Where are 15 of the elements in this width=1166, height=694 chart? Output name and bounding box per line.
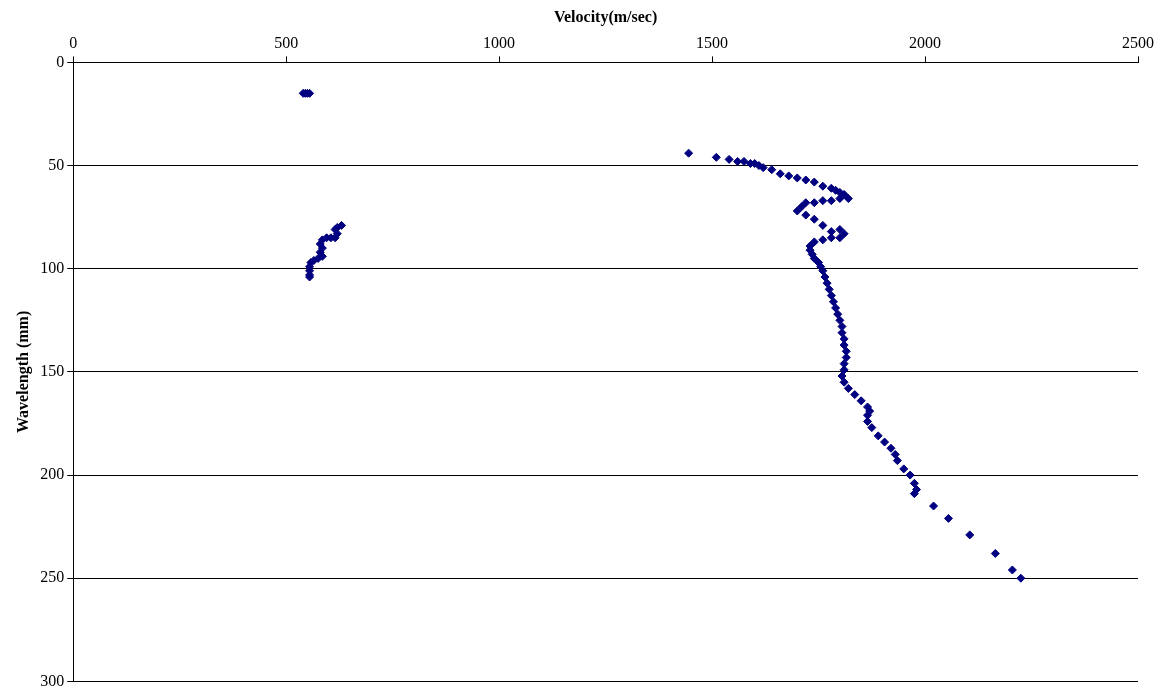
x-tick-label: 0	[69, 34, 78, 51]
y-tick-label: 100	[40, 258, 65, 276]
x-tick-label: 1500	[696, 34, 729, 51]
y-tick-label: 250	[40, 568, 65, 586]
y-tick-label: 300	[40, 671, 65, 689]
y-tick-label: 50	[48, 155, 65, 173]
x-axis-title: Velocity(m/sec)	[553, 7, 658, 26]
x-tick-label: 2000	[909, 34, 942, 51]
y-tick-label: 200	[40, 465, 65, 483]
x-tick-label: 2500	[1122, 34, 1154, 51]
y-tick-label: 150	[40, 362, 65, 380]
y-axis-title: Wavelength (mm)	[13, 310, 32, 433]
x-tick-label: 1000	[483, 34, 516, 51]
x-tick-label: 500	[274, 34, 299, 51]
y-tick-label: 0	[56, 52, 65, 70]
